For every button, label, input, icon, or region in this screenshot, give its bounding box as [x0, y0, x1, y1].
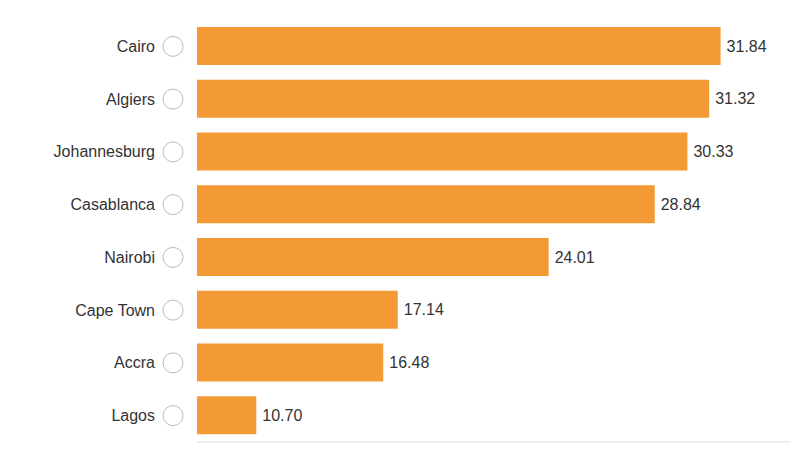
svg-text:Accra: Accra [114, 354, 155, 371]
svg-text:30.33: 30.33 [693, 143, 733, 160]
svg-text:Johannesburg: Johannesburg [54, 143, 155, 160]
svg-text:31.84: 31.84 [727, 38, 767, 55]
svg-text:16.48: 16.48 [389, 354, 429, 371]
svg-text:Lagos: Lagos [111, 407, 155, 424]
svg-text:Nairobi: Nairobi [104, 249, 155, 266]
svg-text:24.01: 24.01 [555, 249, 595, 266]
svg-text:Cape Town: Cape Town [75, 302, 155, 319]
svg-text:Casablanca: Casablanca [71, 196, 156, 213]
svg-text:10.70: 10.70 [262, 407, 302, 424]
svg-text:Cairo: Cairo [117, 38, 155, 55]
svg-text:Algiers: Algiers [106, 91, 155, 108]
svg-text:17.14: 17.14 [404, 301, 444, 318]
svg-text:28.84: 28.84 [661, 196, 701, 213]
svg-text:31.32: 31.32 [715, 90, 755, 107]
